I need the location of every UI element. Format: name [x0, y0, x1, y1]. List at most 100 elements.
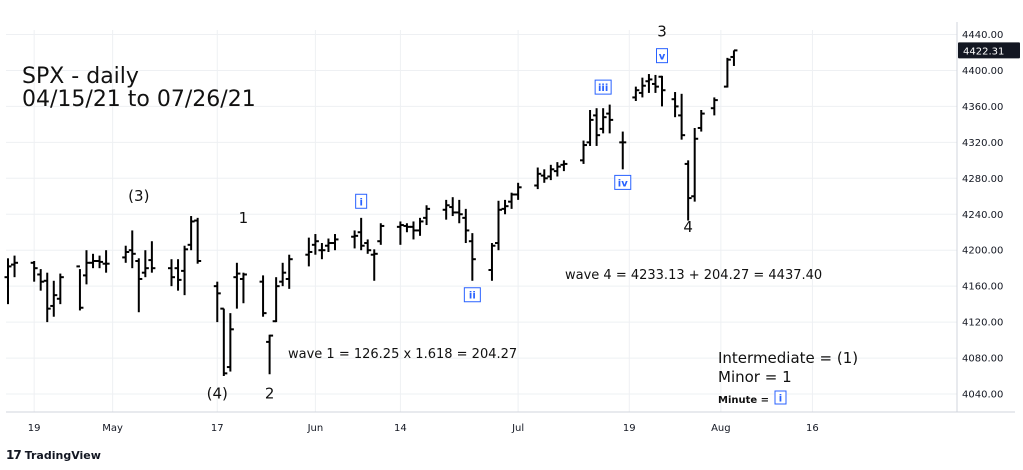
ohlc-bar: [678, 93, 686, 140]
time-tick-label: 19: [623, 423, 636, 434]
price-axis[interactable]: 4040.00 4080.00 4120.00 4160.00 4200.00 4240.…: [956, 22, 1020, 412]
ohlc-bar: [148, 241, 156, 273]
wave-box-minute: [463, 287, 481, 303]
ohlc-bar: [331, 234, 339, 251]
chart-title: SPX - daily: [22, 64, 139, 89]
ohlc-bar: [691, 127, 699, 202]
price-tick-label: 4280.00: [962, 174, 1003, 185]
price-tick-label: 4160.00: [962, 282, 1003, 293]
ohlc-bar: [56, 273, 64, 305]
ohlc-bar: [580, 140, 588, 164]
ohlc-bar: [501, 199, 509, 215]
ohlc-bar: [560, 160, 568, 172]
ohlc-bar: [272, 277, 280, 323]
price-tick-label: 4360.00: [962, 102, 1003, 113]
ohlc-bar: [357, 217, 365, 251]
ohlc-bar: [651, 74, 659, 93]
wave-box-minute: [656, 48, 668, 64]
ohlc-bar: [279, 262, 287, 287]
ohlc-bar: [697, 109, 705, 132]
ohlc-bar: [396, 221, 404, 245]
ohlc-bar: [96, 255, 104, 269]
time-tick-label: 16: [806, 423, 819, 434]
ohlc-bar: [449, 197, 457, 217]
ohlc-bar: [710, 97, 718, 116]
wave-label-minute: i: [359, 197, 362, 208]
ohlc-bar: [128, 230, 136, 269]
ohlc-bar: [141, 250, 149, 278]
ohlc-bar: [684, 160, 692, 221]
legend-minute-box-label: i: [779, 394, 782, 405]
legend-minute-box: [774, 390, 787, 405]
time-tick-label: 14: [394, 423, 407, 434]
ohlc-bar: [514, 182, 522, 200]
ohlc-bar: [30, 260, 38, 282]
tradingview-logo-icon: 17: [6, 448, 22, 462]
ohlc-bar: [409, 221, 417, 240]
ohlc-bar: [89, 253, 97, 269]
wave-label-minute: iv: [618, 178, 628, 189]
ohlc-bar: [174, 259, 182, 291]
ohlc-bar: [364, 239, 372, 254]
time-axis[interactable]: 19 May 17 Jun 14 Jul 19 Aug 16: [6, 411, 1015, 434]
legend-intermediate: Intermediate = (1): [718, 349, 858, 367]
price-tick-label: 4040.00: [962, 390, 1003, 401]
ohlc-bar: [534, 167, 542, 190]
ohlc-bar: [318, 243, 326, 260]
wave-label-minor: 2: [265, 385, 275, 403]
ohlc-bar: [102, 250, 110, 273]
ohlc-bar: [442, 199, 450, 220]
ohlc-bar: [266, 334, 274, 375]
ohlc-bar: [259, 275, 267, 317]
ohlc-bar: [135, 258, 143, 313]
time-tick-label: 17: [211, 423, 224, 434]
ohlc-bar: [455, 199, 463, 224]
ohlc-bar: [50, 280, 58, 317]
ohlc-bar: [187, 216, 195, 251]
ohlc-bar: [324, 238, 332, 253]
price-tick-label: 4120.00: [962, 318, 1003, 329]
ohlc-bar: [638, 77, 646, 98]
ohlc-bar: [181, 245, 189, 296]
wave-label-intermediate: (4): [207, 385, 228, 403]
chart-subtitle: 04/15/21 to 07/26/21: [22, 87, 256, 112]
ohlc-bar: [351, 230, 359, 249]
price-tick-label: 4440.00: [962, 30, 1003, 41]
time-tick-label: Jul: [511, 423, 524, 434]
price-tick-label: 4240.00: [962, 210, 1003, 221]
ohlc-bar: [508, 192, 516, 209]
grid-lines: [6, 30, 957, 412]
ohlc-bar: [671, 92, 679, 118]
ohlc-bar: [403, 223, 411, 233]
wave-label-minor: 3: [657, 22, 667, 40]
wave-label-minor: 4: [683, 218, 693, 236]
time-tick-label: Aug: [711, 423, 731, 434]
ohlc-bar: [658, 75, 666, 107]
time-tick-label: 19: [28, 423, 41, 434]
ohlc-bar: [619, 131, 627, 170]
tradingview-logo-text: TradingView: [24, 448, 101, 462]
ohlc-bar: [462, 208, 470, 244]
ohlc-bar: [4, 258, 12, 305]
ohlc-bar: [37, 269, 45, 291]
ohlc-bar: [213, 281, 221, 323]
ohlc-bar: [468, 233, 476, 281]
wave-box-minute: [614, 174, 632, 190]
last-price-badge: [958, 42, 1020, 59]
wave-label-minor: 1: [239, 209, 249, 227]
ohlc-bar: [43, 272, 51, 323]
ohlc-bar: [730, 49, 738, 66]
ohlc-bar: [122, 245, 130, 263]
ohlc-bar: [645, 74, 653, 93]
price-bars: [4, 49, 738, 377]
price-tick-label: 4320.00: [962, 138, 1003, 149]
ohlc-bar: [82, 250, 90, 285]
tradingview-logo[interactable]: 17 TradingView: [6, 448, 101, 462]
ohlc-bar: [723, 57, 731, 88]
ohlc-bar: [593, 108, 601, 146]
ohlc-bar: [76, 265, 84, 311]
ohlc-bar: [547, 164, 555, 181]
wave-box-minute: [355, 193, 368, 209]
time-tick-label: May: [102, 423, 123, 434]
